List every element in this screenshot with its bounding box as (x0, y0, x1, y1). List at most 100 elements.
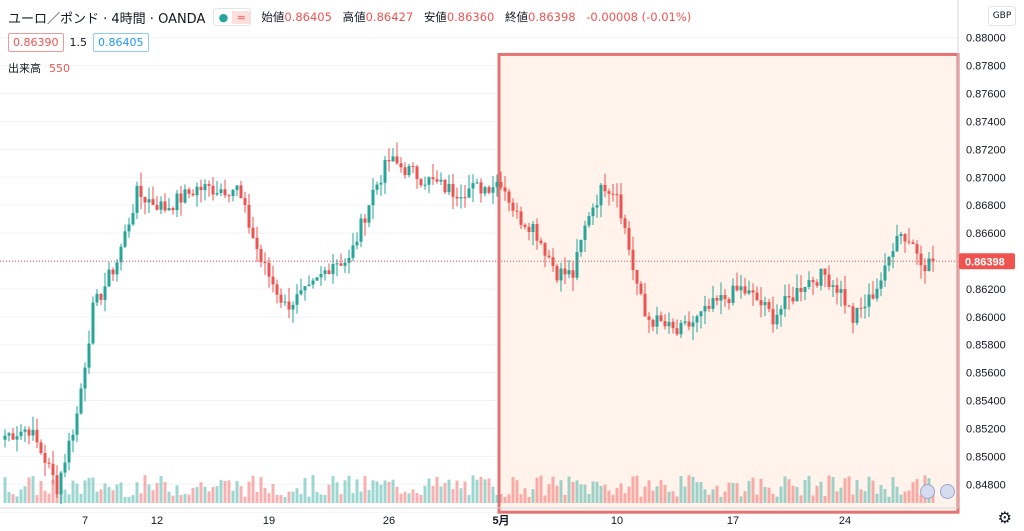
candle-body (811, 280, 815, 283)
volume-bar (515, 480, 519, 503)
market-open-icon: ● (218, 10, 229, 24)
volume-bar (379, 484, 383, 503)
volume-bar (563, 494, 567, 503)
candle-body (915, 244, 919, 254)
volume-bar (407, 493, 411, 503)
candle-body (399, 163, 403, 168)
candle-body (343, 262, 347, 266)
volume-bar (747, 480, 751, 503)
candle-body (679, 322, 683, 335)
volume-bar (83, 480, 87, 503)
indicator-badges[interactable]: ● ≈ (213, 8, 252, 26)
candle-body (151, 199, 155, 205)
volume-bar (851, 494, 855, 503)
volume-bar (295, 488, 299, 503)
candle-body (687, 321, 691, 327)
candle-body (623, 218, 627, 228)
volume-bar (111, 490, 115, 503)
candle-body (883, 265, 887, 281)
candle-body (495, 181, 499, 188)
candle-body (767, 302, 771, 309)
candle-body (575, 252, 579, 278)
candle-body (155, 204, 159, 210)
candle-body (547, 255, 551, 258)
candle-body (315, 277, 319, 281)
volume-bar (239, 486, 243, 503)
volume-bar (159, 476, 163, 503)
volume-bar (823, 495, 827, 503)
candle-body (807, 280, 811, 287)
candle-body (683, 321, 687, 323)
candle-body (707, 305, 711, 309)
currency-button[interactable]: GBP (988, 6, 1016, 26)
volume-bar (211, 486, 215, 503)
volume-bar (555, 485, 559, 503)
volume-bar (819, 481, 823, 503)
volume-bar (799, 495, 803, 503)
volume-bar (871, 480, 875, 503)
gear-icon[interactable]: ⚙ (997, 508, 1012, 527)
change-value: -0.00008 (-0.01%) (586, 10, 692, 24)
candle-body (655, 315, 659, 327)
candle-body (491, 187, 495, 193)
candle-body (615, 194, 619, 196)
candle-body (231, 189, 235, 197)
volume-legend: 出来高 550 (8, 60, 70, 76)
candle-body (439, 179, 443, 182)
candle-body (271, 276, 275, 285)
volume-bar (383, 480, 387, 503)
candle-body (35, 429, 39, 443)
candle-body (431, 177, 435, 180)
volume-bar (551, 476, 555, 503)
time-tick-label: 19 (263, 515, 275, 527)
volume-bar (807, 475, 811, 503)
volume-bar (571, 482, 575, 503)
candle-body (423, 184, 427, 186)
candle-body (671, 321, 675, 329)
candle-body (411, 166, 415, 168)
volume-bar (711, 489, 715, 503)
volume-bar (879, 484, 883, 503)
candle-body (519, 211, 523, 225)
candle-body (487, 187, 491, 193)
event-marker-icon[interactable] (940, 484, 955, 499)
volume-bar (103, 483, 107, 503)
candle-body (75, 413, 79, 435)
candle-body (631, 249, 635, 271)
volume-bar (507, 494, 511, 503)
candle-body (287, 301, 291, 310)
symbol-title[interactable]: ユーロ／ポンド · 4時間 · OANDA (8, 11, 206, 27)
candle-body (3, 435, 7, 440)
candle-body (63, 462, 67, 473)
volume-bar (147, 484, 151, 503)
volume-bar (299, 494, 303, 503)
volume-bar (303, 477, 307, 503)
candle-body (91, 302, 95, 344)
volume-bar (631, 476, 635, 503)
volume-bar (115, 484, 119, 503)
candle-body (611, 193, 615, 195)
price-tick-label: 0.88000 (966, 33, 1006, 45)
ask-price-button[interactable]: 0.86405 (93, 33, 149, 52)
wave-icon: ≈ (232, 10, 251, 24)
volume-bar (539, 475, 543, 503)
event-marker-icon[interactable] (920, 484, 935, 499)
candle-body (83, 367, 87, 389)
bid-price-button[interactable]: 0.86390 (8, 33, 64, 52)
candle-body (223, 189, 227, 196)
candle-body (879, 280, 883, 289)
candle-body (299, 290, 303, 295)
candle-body (263, 262, 267, 264)
candle-body (255, 237, 259, 249)
last-price-tag (959, 253, 1015, 270)
volume-bar (411, 489, 415, 503)
candle-body (79, 388, 83, 414)
volume-bar (331, 476, 335, 503)
volume-bar (643, 486, 647, 503)
candle-body (839, 289, 843, 293)
candle-body (851, 306, 855, 323)
volume-bar (455, 480, 459, 503)
volume-bar (131, 495, 135, 503)
candle-body (863, 306, 867, 309)
